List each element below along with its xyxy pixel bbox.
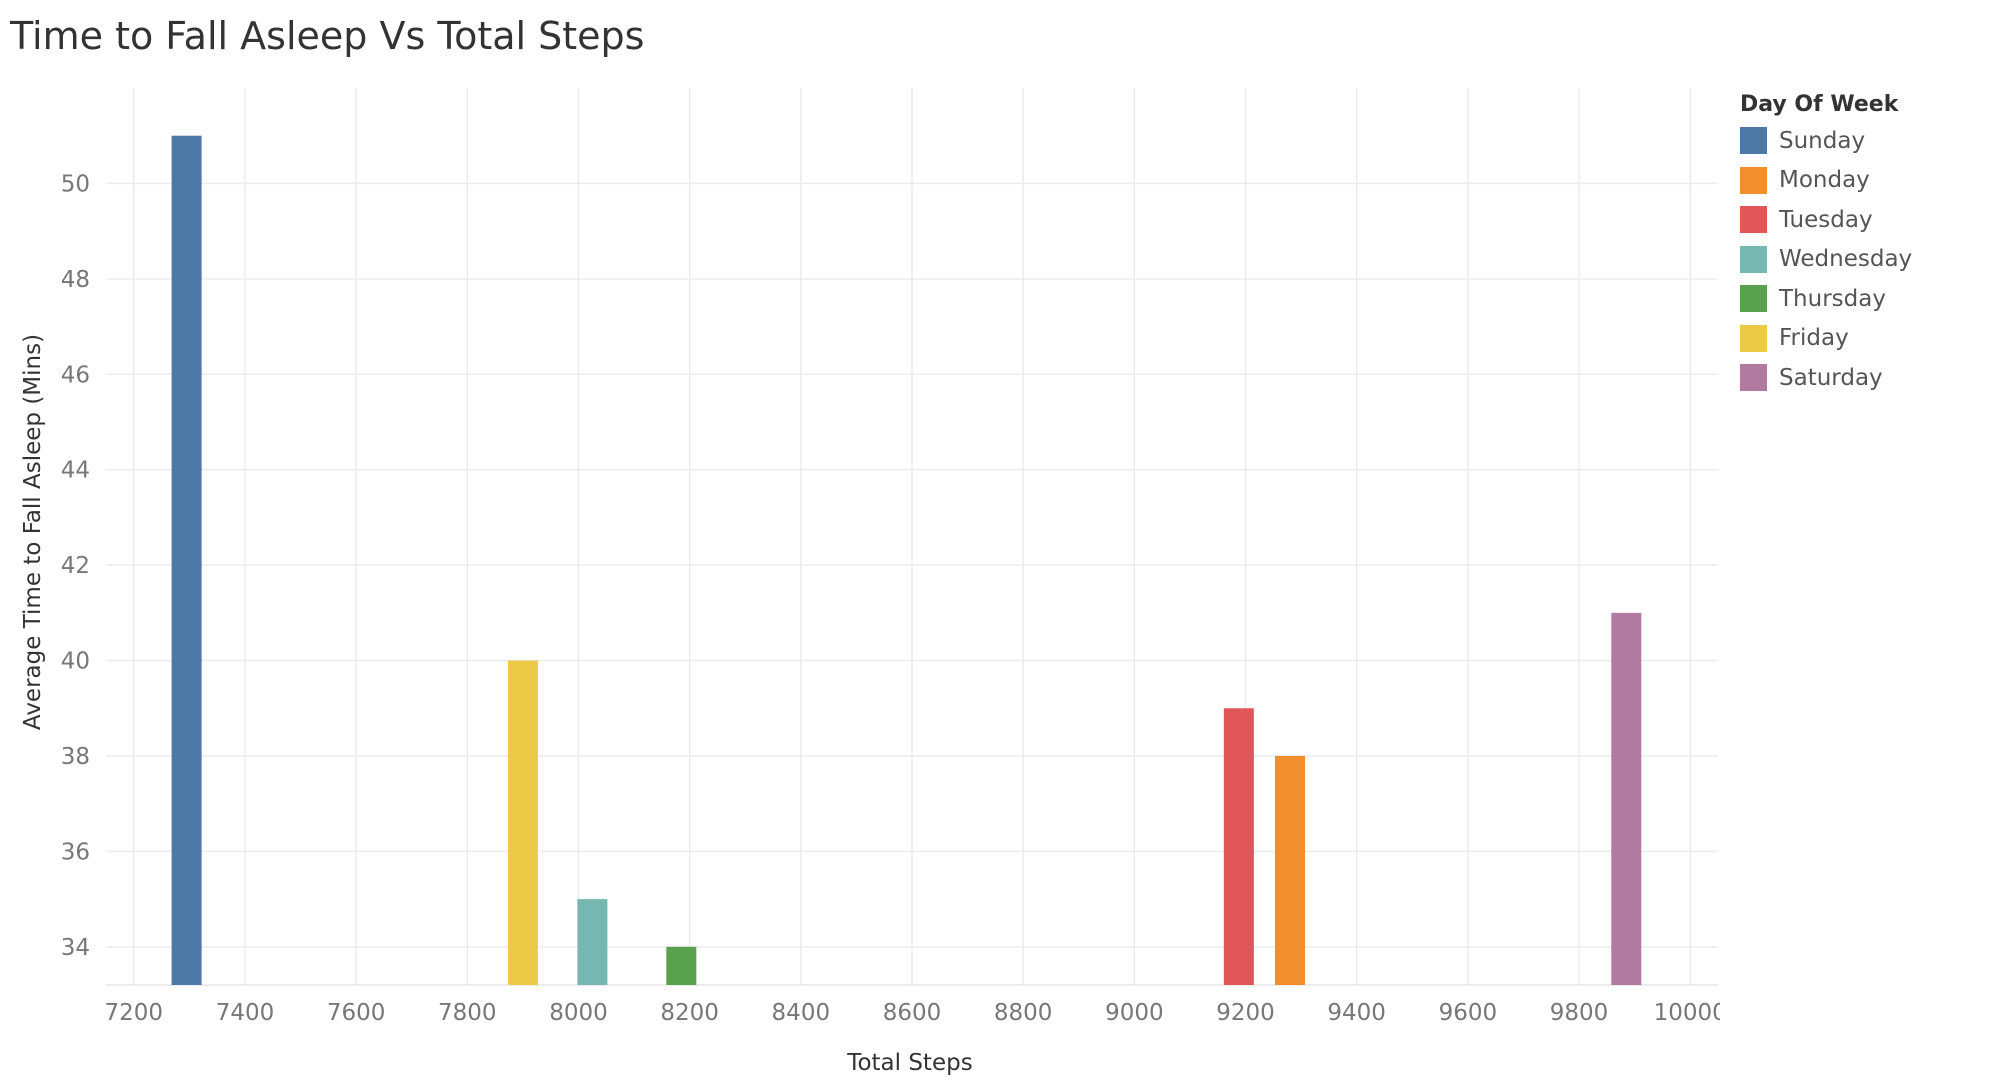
x-tick-label: 7400 <box>216 1000 275 1026</box>
legend-label: Sunday <box>1779 127 1866 154</box>
legend-swatch <box>1740 324 1767 352</box>
x-tick-label: 7200 <box>105 1000 164 1026</box>
legend-title: Day Of Week <box>1740 92 1899 117</box>
bar-thursday[interactable] <box>666 946 697 985</box>
bar-friday[interactable] <box>507 660 538 985</box>
legend-item-saturday[interactable]: Saturday <box>1740 358 1912 398</box>
y-tick-label: 46 <box>61 362 90 388</box>
y-tick-label: 42 <box>61 553 90 579</box>
x-tick-label: 9200 <box>1216 1000 1275 1026</box>
x-tick-label: 7800 <box>438 1000 497 1026</box>
legend-label: Friday <box>1779 325 1849 352</box>
x-tick-label: 8000 <box>549 1000 608 1026</box>
legend-item-friday[interactable]: Friday <box>1740 319 1912 359</box>
legend-item-wednesday[interactable]: Wednesday <box>1740 240 1912 280</box>
legend-label: Tuesday <box>1779 206 1873 233</box>
y-tick-label: 40 <box>61 649 90 675</box>
x-tick-labels: 7200 7400 7600 7800 8000 8200 8400 8600 8800 9000… <box>105 1000 1720 1026</box>
legend-item-thursday[interactable]: Thursday <box>1740 279 1912 319</box>
x-tick-label: 8600 <box>883 1000 942 1026</box>
y-tick-label: 38 <box>61 744 90 770</box>
bar-chart: 7200 7400 7600 7800 8000 8200 8400 8600 8800 9000… <box>20 88 1720 1076</box>
y-tick-label: 36 <box>61 839 90 865</box>
y-tick-labels: 34 36 38 40 42 44 46 48 50 <box>61 171 90 960</box>
y-axis-label: Average Time to Fall Asleep (Mins) <box>20 334 46 730</box>
y-tick-label: 48 <box>61 267 90 293</box>
legend-swatch <box>1740 166 1767 194</box>
y-tick-label: 44 <box>61 458 90 484</box>
bar-sunday[interactable] <box>171 135 202 985</box>
legend: Day Of Week Sunday Monday Tuesday Wednesday… <box>1740 92 1912 398</box>
x-tick-label: 8800 <box>994 1000 1053 1026</box>
x-tick-label: 9800 <box>1550 1000 1609 1026</box>
legend-item-sunday[interactable]: Sunday <box>1740 121 1912 161</box>
legend-item-monday[interactable]: Monday <box>1740 161 1912 201</box>
x-tick-label: 9600 <box>1439 1000 1498 1026</box>
x-tick-label: 8200 <box>660 1000 719 1026</box>
legend-swatch <box>1740 245 1767 273</box>
bar-monday[interactable] <box>1274 755 1305 985</box>
y-tick-label: 34 <box>61 935 90 961</box>
legend-label: Monday <box>1779 167 1870 194</box>
bar-tuesday[interactable] <box>1223 708 1254 985</box>
bar-wednesday[interactable] <box>577 899 608 985</box>
grid-lines <box>106 88 1718 986</box>
y-tick-label: 50 <box>61 171 90 197</box>
chart-title: Time to Fall Asleep Vs Total Steps <box>10 14 645 58</box>
legend-label: Saturday <box>1779 364 1883 391</box>
bar-saturday[interactable] <box>1611 612 1642 985</box>
legend-item-tuesday[interactable]: Tuesday <box>1740 200 1912 240</box>
legend-swatch <box>1740 206 1767 234</box>
legend-swatch <box>1740 285 1767 313</box>
x-tick-label: 7600 <box>327 1000 386 1026</box>
x-tick-label: 8400 <box>772 1000 831 1026</box>
x-tick-label: 9400 <box>1327 1000 1386 1026</box>
x-tick-label: 10000 <box>1654 1000 1720 1026</box>
x-tick-label: 9000 <box>1105 1000 1164 1026</box>
x-axis-label: Total Steps <box>846 1050 972 1076</box>
legend-label: Wednesday <box>1779 246 1913 273</box>
legend-swatch <box>1740 364 1767 392</box>
legend-label: Thursday <box>1779 285 1886 312</box>
bars <box>171 135 1642 985</box>
legend-items: Sunday Monday Tuesday Wednesday Thursday Frid… <box>1740 121 1912 398</box>
legend-swatch <box>1740 127 1767 155</box>
